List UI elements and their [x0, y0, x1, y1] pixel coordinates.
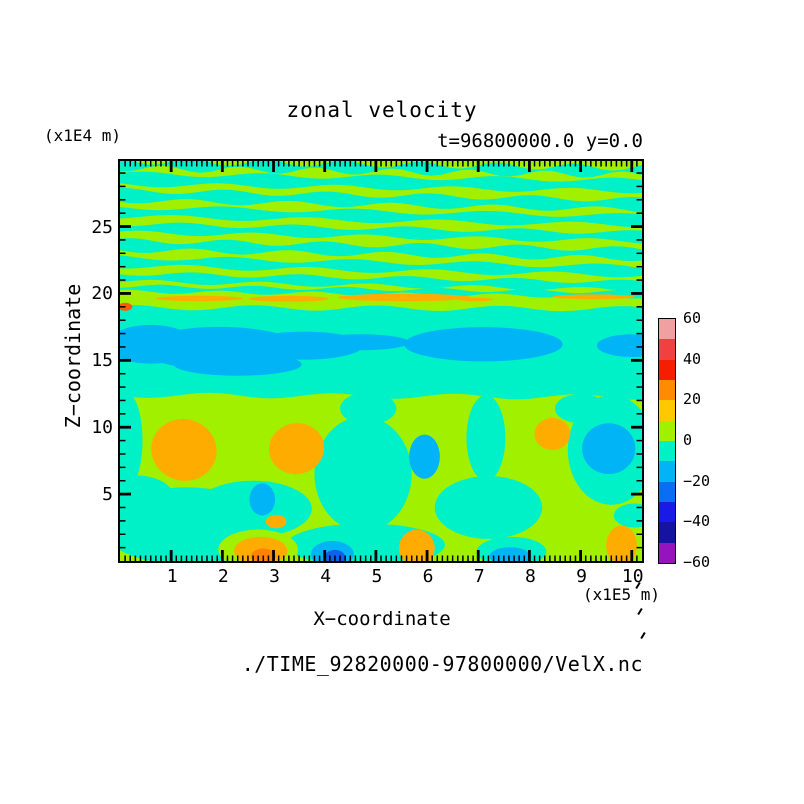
colorbar-segment [659, 379, 675, 401]
contour-blob [340, 392, 397, 425]
colorbar-segment [659, 542, 675, 563]
y-tick-label: 10 [91, 417, 113, 439]
x-tick-label: 2 [217, 566, 229, 587]
colorbar-segment [659, 400, 675, 421]
x-axis-label: X−coordinate [313, 608, 451, 630]
contour-field [120, 161, 642, 561]
x-tick-label: 4 [320, 566, 332, 587]
colorbar-tick-label: 40 [683, 349, 702, 368]
source-file-path: ./TIME_92820000-97800000/VelX.nc [241, 652, 643, 676]
contour-band [120, 255, 642, 278]
contour-band [120, 187, 642, 213]
contour-blob [466, 395, 506, 481]
x-tick-label: 10 [621, 566, 644, 587]
contour-blob [552, 294, 635, 300]
contour-blob [268, 423, 325, 475]
contour-blob [155, 295, 243, 302]
colorbar-segment [659, 481, 675, 502]
contour-blob [582, 423, 636, 475]
colorbar-tick-label: 60 [683, 309, 702, 327]
contour-blob [613, 503, 642, 528]
colorbar-segment [659, 420, 675, 441]
y-tick-label: 25 [91, 216, 113, 238]
x-tick-label: 5 [371, 566, 383, 587]
contour-blob [404, 327, 563, 362]
contour-band [120, 161, 642, 178]
x-tick-label: 8 [524, 566, 536, 587]
contour-blob [457, 297, 494, 302]
colorbar-segment [659, 339, 675, 360]
x-tick-label: 9 [576, 566, 587, 587]
contour-band [120, 171, 642, 194]
contour-blob [606, 525, 637, 561]
contour-blob [311, 334, 410, 351]
contour-blob [434, 476, 543, 539]
time-annotation: t=96800000.0 y=0.0 [437, 130, 643, 152]
contour-blob [120, 392, 143, 489]
contour-band [120, 284, 642, 299]
contour-band [120, 238, 642, 262]
contour-blob [265, 514, 287, 529]
contour-blob [337, 293, 471, 302]
y-tick-label: 5 [102, 484, 113, 506]
x-tick-label: 3 [269, 566, 280, 587]
x-tick-label: 7 [473, 566, 485, 587]
x-tick-label: 1 [166, 566, 178, 587]
plot-area [118, 159, 644, 563]
contour-blob [248, 295, 329, 302]
contour-blob [489, 547, 531, 561]
colorbar-segment [659, 501, 675, 523]
colorbar [658, 318, 676, 564]
colorbar-tick-label: −60 [683, 553, 711, 571]
colorbar-tick-label: 20 [683, 390, 702, 409]
colorbar-tick-label: −20 [683, 471, 711, 490]
contour-blob [249, 483, 276, 516]
y-tick-label: 20 [91, 283, 113, 305]
colorbar-segment [659, 440, 675, 462]
contour-blob [555, 393, 607, 424]
contour-blob [534, 417, 571, 450]
contour-band [120, 272, 642, 293]
colorbar-segment [659, 522, 675, 543]
colorbar-tick-label: 0 [683, 431, 693, 449]
contour-blob [120, 302, 133, 311]
contour-band [120, 206, 642, 228]
colorbar-segment [659, 461, 675, 482]
x-axis-unit: (x1E5 m) [582, 585, 660, 604]
contour-blob [251, 548, 276, 561]
x-tick-label: 6 [422, 566, 434, 587]
plot-title: zonal velocity [286, 98, 478, 122]
contour-blob [596, 334, 642, 357]
y-axis-unit: (x1E4 m) [44, 126, 122, 145]
colorbar-tick-label: −40 [683, 512, 711, 531]
contour-band [120, 222, 642, 244]
contour-blob [314, 416, 412, 532]
colorbar-segment [659, 319, 675, 340]
y-tick-label: 15 [91, 350, 113, 372]
colorbar-segment [659, 359, 675, 380]
contour-blob [151, 419, 217, 481]
stray-mark [640, 632, 646, 639]
contour-blob [409, 434, 440, 479]
contour-blob [173, 352, 302, 376]
